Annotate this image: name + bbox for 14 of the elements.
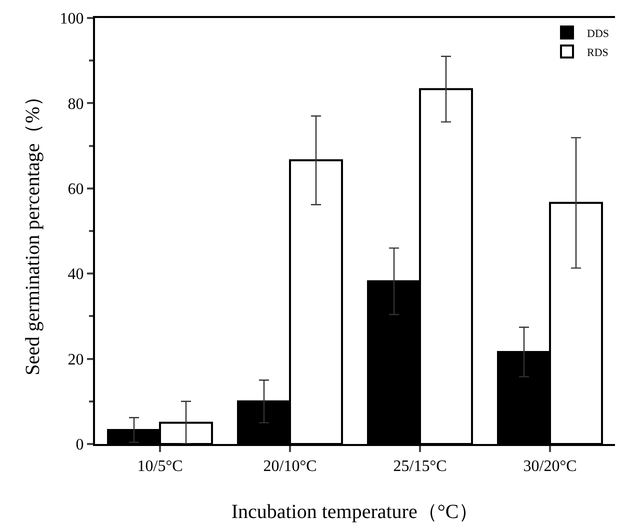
x-tick-label: 10/5°C xyxy=(137,458,183,476)
x-tick-label: 30/20°C xyxy=(523,458,577,476)
x-axis-title: Incubation temperature（°C） xyxy=(231,501,479,524)
y-tick-label: 40 xyxy=(68,266,84,284)
y-tick-label: 60 xyxy=(68,181,84,198)
y-tick-label: 80 xyxy=(68,96,84,113)
legend-label: RDS xyxy=(587,46,608,59)
legend-label: DDS xyxy=(587,28,610,40)
y-tick-label: 0 xyxy=(76,436,84,454)
y-axis-title: Seed germination percentage（%） xyxy=(22,86,44,376)
x-tick-label: 25/15°C xyxy=(393,458,447,476)
y-tick-label: 100 xyxy=(60,10,84,28)
x-tick-label: 20/10°C xyxy=(263,458,317,476)
y-tick-label: 20 xyxy=(68,351,84,368)
